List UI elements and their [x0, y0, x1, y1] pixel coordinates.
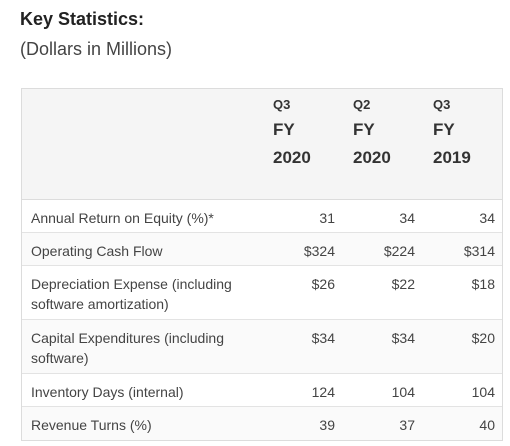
cell-value: $314 [463, 243, 495, 259]
cell-value: $22 [391, 276, 415, 292]
column-header: Q2 FY 2020 [353, 96, 413, 172]
column-fy: FY [433, 120, 455, 139]
cell-value: $324 [303, 243, 335, 259]
cell-value: $34 [391, 330, 415, 346]
row-label: Inventory Days (internal) [31, 384, 184, 400]
column-year: 2019 [433, 148, 471, 167]
table-header: Q3 FY 2020 Q2 FY 2020 Q3 FY 2019 [22, 89, 502, 200]
page-subtitle: (Dollars in Millions) [20, 39, 173, 59]
cell-value: $18 [471, 276, 495, 292]
table-row: Revenue Turns (%) 39 37 40 [22, 407, 502, 440]
page-title: Key Statistics: [20, 9, 145, 29]
cell-value: 34 [399, 210, 415, 226]
cell-value: $20 [471, 330, 495, 346]
table-row: Depreciation Expense (including software… [22, 266, 502, 320]
column-year: 2020 [273, 148, 311, 167]
cell-value: 37 [399, 417, 415, 433]
column-fy: FY [273, 120, 295, 139]
cell-value: 31 [319, 210, 335, 226]
cell-value: $224 [383, 243, 415, 259]
cell-value: 34 [479, 210, 495, 226]
column-fy: FY [353, 120, 375, 139]
row-label: Revenue Turns (%) [31, 417, 152, 433]
table-row: Operating Cash Flow $324 $224 $314 [22, 233, 502, 266]
column-header: Q3 FY 2019 [433, 96, 493, 172]
cell-value: 40 [479, 417, 495, 433]
column-quarter: Q2 [353, 97, 371, 112]
table-row: Capital Expenditures (including software… [22, 320, 502, 374]
cell-value: $34 [311, 330, 335, 346]
table-row: Inventory Days (internal) 124 104 104 [22, 374, 502, 407]
key-statistics-table: Q3 FY 2020 Q2 FY 2020 Q3 FY 2019 Annual … [21, 88, 503, 441]
cell-value: 104 [471, 384, 495, 400]
row-label: Depreciation Expense (including software… [31, 276, 232, 312]
row-label: Operating Cash Flow [31, 243, 163, 259]
column-year: 2020 [353, 148, 391, 167]
row-label: Annual Return on Equity (%)* [31, 210, 214, 226]
cell-value: 104 [391, 384, 415, 400]
cell-value: 39 [319, 417, 335, 433]
column-header: Q3 FY 2020 [273, 96, 333, 172]
table-row: Annual Return on Equity (%)* 31 34 34 [22, 200, 502, 233]
cell-value: $26 [311, 276, 335, 292]
column-quarter: Q3 [433, 97, 451, 112]
row-label: Capital Expenditures (including software… [31, 330, 224, 366]
cell-value: 124 [311, 384, 335, 400]
column-quarter: Q3 [273, 97, 291, 112]
